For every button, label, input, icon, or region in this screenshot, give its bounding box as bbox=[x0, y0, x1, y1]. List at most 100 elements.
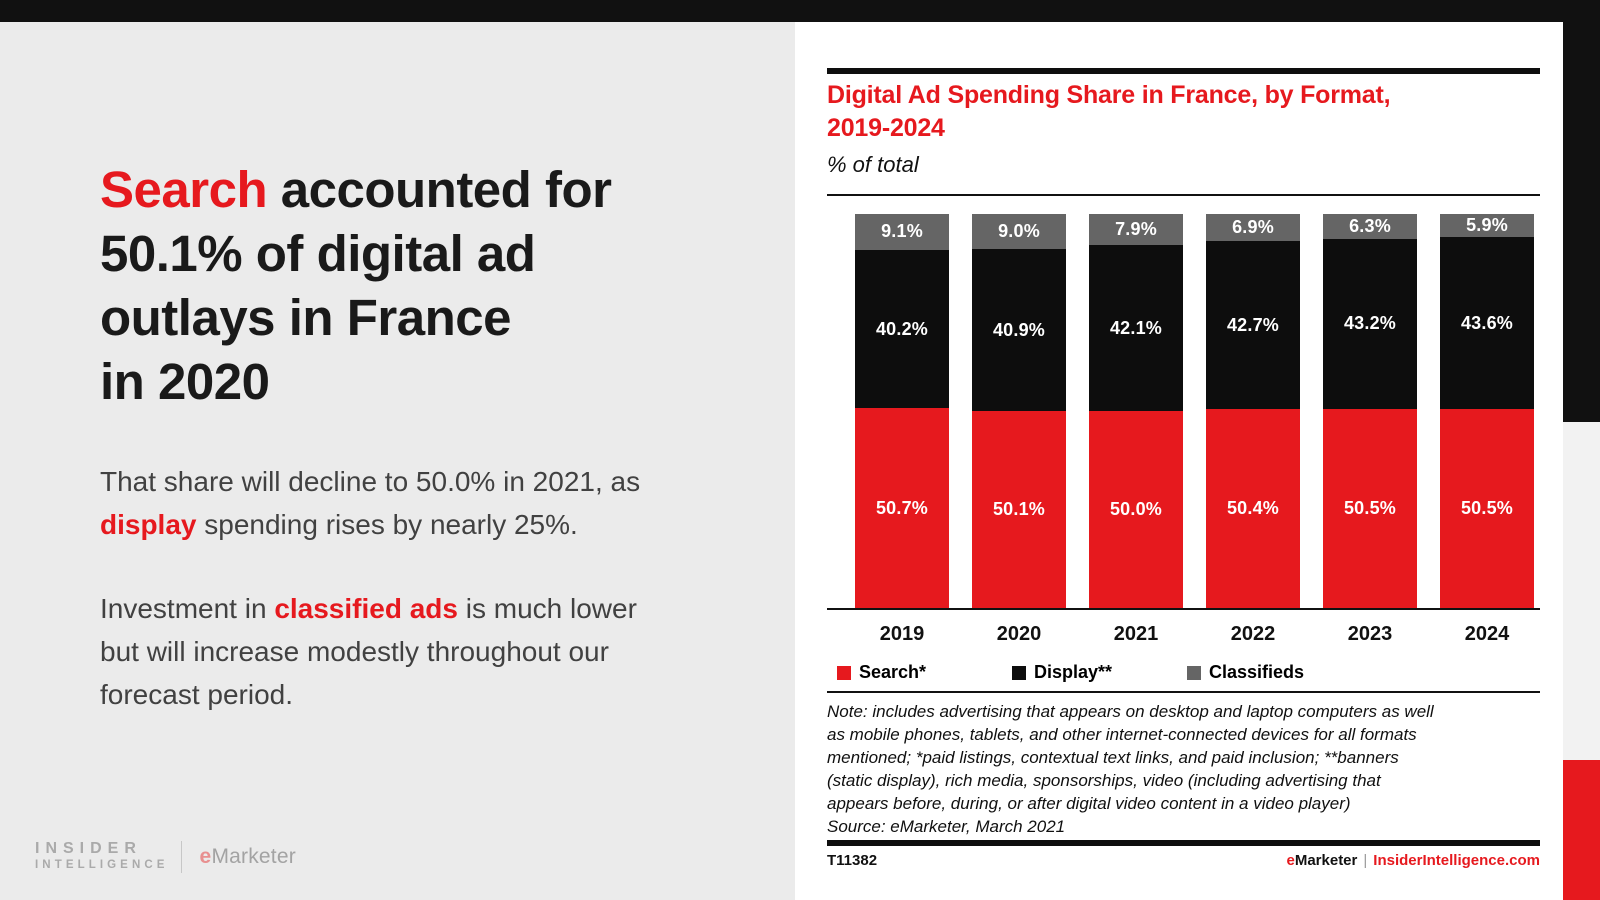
logo-line1: INSIDER bbox=[35, 840, 142, 857]
legend-label: Search* bbox=[859, 662, 927, 682]
headline-line4: in 2020 bbox=[100, 353, 270, 410]
x-axis-label-2019: 2019 bbox=[879, 623, 925, 645]
paragraph-2-line1-pre: Investment in bbox=[100, 593, 275, 624]
chart-footer: T11382 eMarketer | InsiderIntelligence.com bbox=[827, 852, 1540, 869]
note-line-3: mentioned; *paid listings, contextual te… bbox=[827, 748, 1399, 767]
insider-intelligence-wordmark: INSIDER INTELLIGENCE bbox=[35, 840, 169, 874]
bar-segment-classifieds-2019: 9.1% bbox=[855, 214, 949, 250]
bar-segment-search-2022: 50.4% bbox=[1206, 409, 1300, 608]
note-line-4: (static display), rich media, sponsorshi… bbox=[827, 771, 1381, 790]
paragraph-1-line1: That share will decline to 50.0% in 2021… bbox=[100, 466, 641, 497]
edge-strip-gray bbox=[1563, 422, 1600, 760]
note-rule bbox=[827, 691, 1540, 693]
note-line-5: appears before, during, or after digital… bbox=[827, 794, 1351, 813]
footer-rule bbox=[827, 840, 1540, 846]
bar-segment-search-2021: 50.0% bbox=[1089, 410, 1183, 608]
bar-value-label: 9.0% bbox=[998, 221, 1040, 242]
bar-value-label: 50.5% bbox=[1343, 498, 1397, 518]
bar-value-label: 6.3% bbox=[1349, 215, 1391, 236]
bar-column-2023: 6.3% 43.2% 50.5% bbox=[1323, 214, 1417, 608]
bar-value-label: 50.0% bbox=[1109, 498, 1163, 519]
logo-line2: INTELLIGENCE bbox=[35, 859, 169, 871]
bar-segment-display-2019: 40.2% bbox=[855, 249, 949, 409]
bar-value-label: 5.9% bbox=[1466, 215, 1508, 236]
bar-segment-classifieds-2021: 7.9% bbox=[1089, 214, 1183, 246]
bar-value-label: 50.1% bbox=[992, 498, 1046, 519]
bar-value-label: 9.1% bbox=[881, 221, 923, 242]
legend-swatch-icon bbox=[837, 665, 851, 680]
bar-value-label: 40.9% bbox=[992, 319, 1046, 340]
bar-value-label: 50.5% bbox=[1460, 498, 1514, 518]
x-axis-label-2024: 2024 bbox=[1464, 623, 1510, 645]
right-edge-strip bbox=[1563, 0, 1600, 900]
headline-highlight: Search bbox=[100, 161, 268, 218]
footer-site-link[interactable]: InsiderIntelligence.com bbox=[1373, 852, 1540, 869]
paragraph-1-highlight: display bbox=[100, 509, 197, 540]
emarketer-e: e bbox=[199, 845, 212, 868]
legend-item-display: Display** bbox=[1012, 662, 1112, 683]
chart-subtitle: % of total bbox=[827, 152, 919, 177]
footer-emarketer-rest: Marketer bbox=[1294, 852, 1358, 869]
note-source: Source: eMarketer, March 2021 bbox=[827, 817, 1066, 836]
paragraph-2-highlight: classified ads bbox=[274, 593, 458, 624]
bar-column-2019: 9.1% 40.2% 50.7% bbox=[855, 214, 949, 608]
bar-value-label: 50.4% bbox=[1226, 498, 1280, 519]
bar-segment-display-2023: 43.2% bbox=[1323, 238, 1417, 410]
bar-segment-search-2020: 50.1% bbox=[972, 410, 1066, 608]
edge-strip-red bbox=[1563, 760, 1600, 900]
bar-value-label: 42.7% bbox=[1226, 314, 1280, 335]
paragraph-2-line2: but will increase modestly throughout ou… bbox=[100, 636, 609, 667]
x-axis-labels: 2019 2020 2021 2022 2023 2024 bbox=[827, 623, 1540, 646]
chart-title: Digital Ad Spending Share in France, by … bbox=[827, 79, 1391, 145]
bar-value-label: 43.6% bbox=[1460, 312, 1514, 333]
headline: Search accounted for 50.1% of digital ad… bbox=[100, 158, 612, 414]
legend: Search* Display** Classifieds bbox=[827, 662, 1540, 688]
bar-segment-classifieds-2020: 9.0% bbox=[972, 214, 1066, 250]
bar-segment-search-2023: 50.5% bbox=[1323, 409, 1417, 608]
chart-id: T11382 bbox=[827, 852, 878, 869]
bar-segment-display-2020: 40.9% bbox=[972, 249, 1066, 411]
emarketer-rest: Marketer bbox=[211, 845, 296, 868]
x-axis-label-2022: 2022 bbox=[1230, 623, 1276, 645]
paragraph-1: That share will decline to 50.0% in 2021… bbox=[100, 460, 640, 546]
chart-title-line2: 2019-2024 bbox=[827, 114, 945, 142]
headline-line3: outlays in France bbox=[100, 289, 511, 346]
x-axis-label-2023: 2023 bbox=[1347, 623, 1393, 645]
footer-emarketer-e: e bbox=[1286, 852, 1295, 869]
emarketer-wordmark: eMarketer bbox=[200, 845, 296, 869]
legend-swatch-icon bbox=[1012, 665, 1026, 680]
bar-value-label: 7.9% bbox=[1115, 219, 1157, 240]
bar-value-label: 42.1% bbox=[1109, 317, 1163, 338]
text-panel: Search accounted for 50.1% of digital ad… bbox=[0, 22, 795, 900]
bar-segment-search-2019: 50.7% bbox=[855, 408, 949, 608]
bar-segment-display-2021: 42.1% bbox=[1089, 245, 1183, 411]
bar-segment-classifieds-2024: 5.9% bbox=[1440, 214, 1534, 238]
bar-value-label: 43.2% bbox=[1343, 313, 1397, 334]
bar-value-label: 6.9% bbox=[1232, 217, 1274, 238]
chart-title-line1: Digital Ad Spending Share in France, by … bbox=[827, 81, 1391, 109]
paragraph-2-line3: forecast period. bbox=[100, 679, 293, 710]
legend-swatch-icon bbox=[1187, 665, 1201, 680]
x-axis-label-2021: 2021 bbox=[1113, 623, 1159, 645]
legend-label: Classifieds bbox=[1209, 662, 1305, 682]
paragraph-2: Investment in classified ads is much low… bbox=[100, 587, 637, 716]
legend-label: Display** bbox=[1034, 662, 1113, 682]
note-line-1: Note: includes advertising that appears … bbox=[827, 702, 1434, 721]
top-black-band bbox=[0, 0, 1600, 22]
bar-column-2022: 6.9% 42.7% 50.4% bbox=[1206, 214, 1300, 608]
legend-item-classifieds: Classifieds bbox=[1187, 662, 1304, 683]
paragraph-2-line1-post: is much lower bbox=[457, 593, 637, 624]
footer-brand: eMarketer | InsiderIntelligence.com bbox=[1286, 852, 1540, 869]
x-axis-label-2020: 2020 bbox=[996, 623, 1042, 645]
chart-note: Note: includes advertising that appears … bbox=[827, 700, 1540, 838]
bar-segment-search-2024: 50.5% bbox=[1440, 409, 1534, 608]
note-line-2: as mobile phones, tablets, and other int… bbox=[827, 725, 1417, 744]
headline-line2: 50.1% of digital ad bbox=[100, 225, 536, 282]
bar-plot: 9.1% 40.2% 50.7% 9.0% 40.9% 50.1% 7.9% 42.1% 50.… bbox=[827, 214, 1540, 610]
bar-value-label: 40.2% bbox=[875, 318, 929, 339]
top-rule bbox=[827, 68, 1540, 74]
legend-item-search: Search* bbox=[837, 662, 926, 683]
edge-strip-black bbox=[1563, 0, 1600, 422]
bar-segment-display-2022: 42.7% bbox=[1206, 241, 1300, 410]
